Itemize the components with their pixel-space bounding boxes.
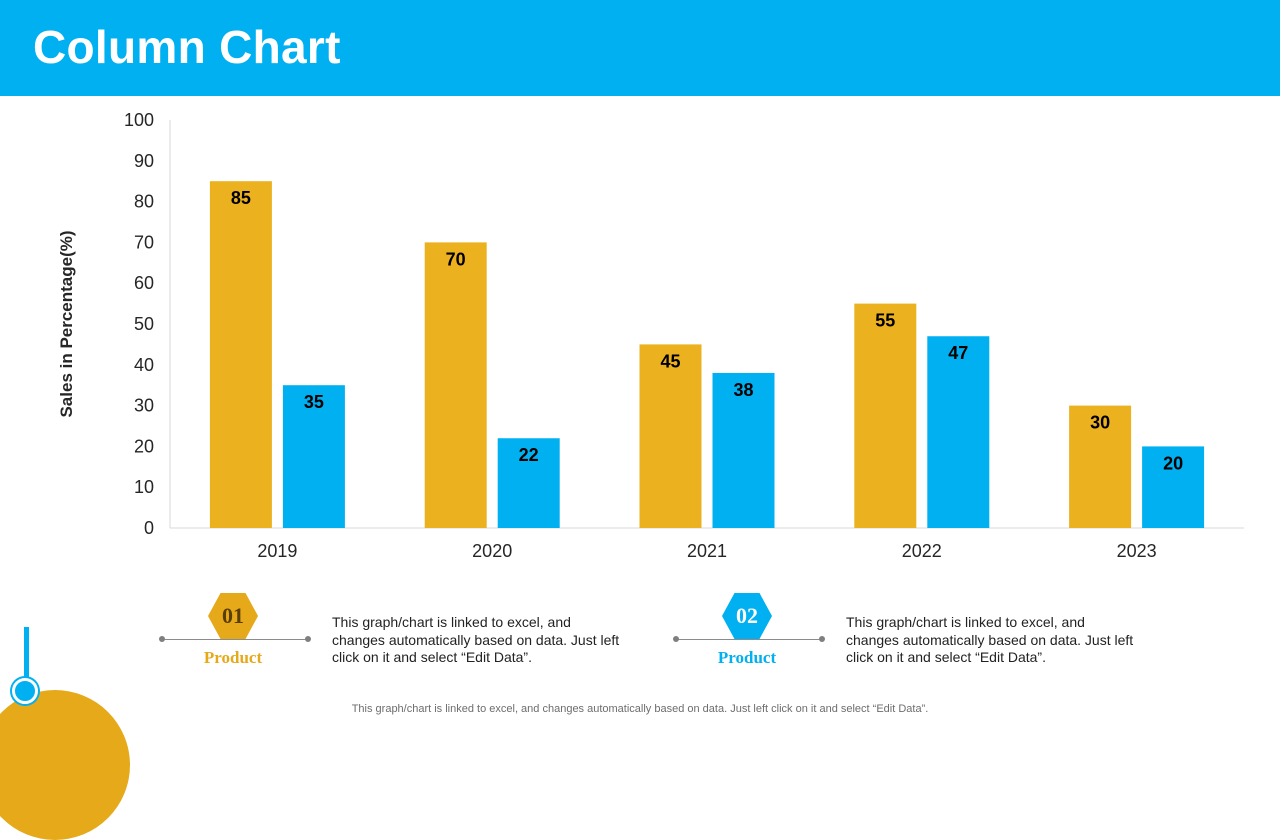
- bar: [927, 336, 990, 528]
- data-label: 38: [733, 380, 753, 400]
- y-tick-label: 80: [134, 192, 154, 212]
- thermometer-bulb-icon: [12, 678, 38, 704]
- bar: [1069, 405, 1132, 528]
- y-tick-label: 30: [134, 396, 154, 416]
- product-label-01: Product: [203, 648, 263, 667]
- bar: [497, 438, 560, 528]
- bar: [639, 344, 702, 528]
- y-tick-label: 60: [134, 273, 154, 293]
- page-title: Column Chart: [33, 21, 341, 73]
- product-label-02: Product: [717, 648, 777, 667]
- y-tick-label: 0: [144, 518, 154, 538]
- footer-note: This graph/chart is linked to excel, and…: [351, 703, 929, 715]
- x-tick-label: 2020: [472, 541, 512, 561]
- x-tick-label: 2021: [687, 541, 727, 561]
- thermometer-icon: [24, 627, 29, 685]
- y-tick-label: 70: [134, 232, 154, 252]
- x-tick-label: 2019: [257, 541, 297, 561]
- data-label: 70: [446, 249, 466, 269]
- bar: [1142, 446, 1205, 528]
- data-label: 20: [1163, 453, 1183, 473]
- bar: [209, 181, 272, 528]
- bar: [712, 372, 775, 528]
- bar: [854, 303, 917, 528]
- data-label: 35: [304, 392, 324, 412]
- product-description-01: This graph/chart is linked to excel, and…: [332, 614, 620, 665]
- legend-dot-right: [305, 636, 311, 642]
- y-axis-label: Sales in Percentage(%): [57, 230, 76, 417]
- y-tick-label: 50: [134, 314, 154, 334]
- data-label: 22: [519, 445, 539, 465]
- bar: [282, 385, 345, 528]
- y-tick-label: 90: [134, 151, 154, 171]
- hexagon-badge-01: 01: [208, 593, 258, 639]
- legend-dot-right: [819, 636, 825, 642]
- column-chart: 0 10 20 30 40 50 60 70 80 90 100 Sales in Percentag…: [57, 110, 1244, 561]
- legend-line: [676, 639, 822, 640]
- hexagon-badge-02: 02: [722, 593, 772, 639]
- bar: [424, 242, 487, 528]
- data-label: 55: [875, 311, 895, 331]
- x-tick-label: 2023: [1117, 541, 1157, 561]
- x-tick-label: 2022: [902, 541, 942, 561]
- legend-dot-left: [673, 636, 679, 642]
- y-tick-label: 20: [134, 436, 154, 456]
- legend-dot-left: [159, 636, 165, 642]
- y-tick-label: 10: [134, 477, 154, 497]
- product-description-02: This graph/chart is linked to excel, and…: [846, 614, 1134, 665]
- data-label: 30: [1090, 413, 1110, 433]
- data-label: 47: [948, 343, 968, 363]
- data-label: 85: [231, 188, 251, 208]
- y-tick-label: 40: [134, 355, 154, 375]
- y-tick-label: 100: [124, 110, 154, 130]
- data-label: 45: [660, 351, 680, 371]
- legend-line: [162, 639, 308, 640]
- title-bar: Column Chart: [0, 0, 1280, 96]
